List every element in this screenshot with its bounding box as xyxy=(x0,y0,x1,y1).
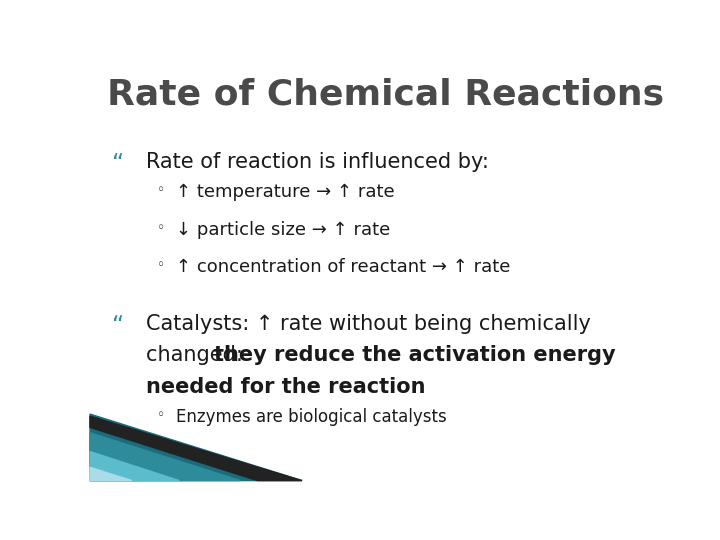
Text: Enzymes are biological catalysts: Enzymes are biological catalysts xyxy=(176,408,447,426)
Text: “: “ xyxy=(112,314,125,338)
Text: they reduce the activation energy: they reduce the activation energy xyxy=(214,346,616,366)
Polygon shape xyxy=(90,451,179,481)
Polygon shape xyxy=(90,414,302,481)
Text: ↑ temperature → ↑ rate: ↑ temperature → ↑ rate xyxy=(176,183,395,201)
Text: ↓ particle size → ↑ rate: ↓ particle size → ↑ rate xyxy=(176,221,391,239)
Text: ◦: ◦ xyxy=(157,183,165,197)
Text: Rate of Chemical Reactions: Rate of Chemical Reactions xyxy=(107,77,664,111)
Text: Rate of reaction is influenced by:: Rate of reaction is influenced by: xyxy=(145,152,489,172)
Polygon shape xyxy=(90,433,240,481)
Text: needed for the reaction: needed for the reaction xyxy=(145,377,426,397)
Text: changed:: changed: xyxy=(145,346,249,366)
Polygon shape xyxy=(90,467,132,481)
Text: ↑ concentration of reactant → ↑ rate: ↑ concentration of reactant → ↑ rate xyxy=(176,258,511,276)
Text: Catalysts: ↑ rate without being chemically: Catalysts: ↑ rate without being chemical… xyxy=(145,314,590,334)
Text: “: “ xyxy=(112,152,125,176)
Text: ◦: ◦ xyxy=(157,221,165,235)
Polygon shape xyxy=(90,416,302,481)
Text: ◦: ◦ xyxy=(157,408,165,422)
Text: ◦: ◦ xyxy=(157,258,165,272)
